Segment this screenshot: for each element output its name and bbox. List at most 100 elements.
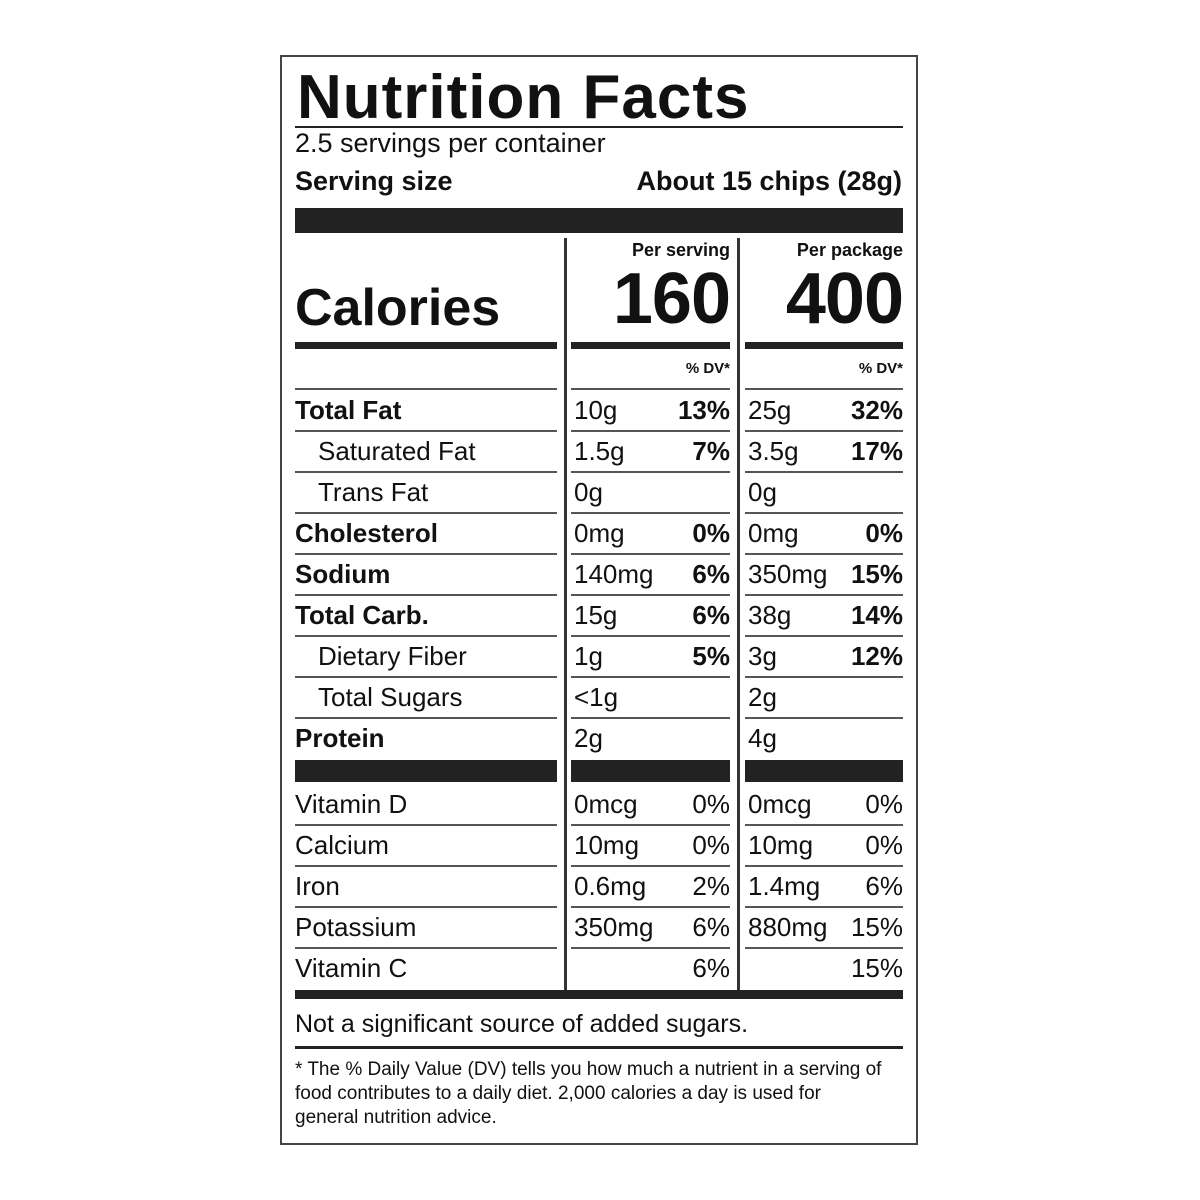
package-dv: 6% (865, 871, 903, 901)
per-package-header: Per package (796, 240, 903, 260)
row-divider (295, 865, 557, 867)
nutrient-label: Saturated Fat (318, 436, 476, 466)
row-divider (295, 594, 557, 596)
calories-rule (295, 342, 557, 349)
nutrient-label: Sodium (295, 559, 391, 589)
serving-dv: 0% (692, 518, 730, 548)
serving-dv: 6% (692, 953, 730, 983)
nutrition-label (280, 55, 918, 1145)
dv-header-package: % DV* (858, 360, 903, 377)
row-divider (571, 717, 730, 719)
serving-amount: 140mg (574, 559, 654, 589)
serving-dv: 13% (677, 395, 730, 425)
serving-amount: <1g (574, 682, 619, 712)
package-dv: 17% (850, 436, 903, 466)
nutrient-label: Trans Fat (318, 477, 429, 507)
package-amount: 4g (748, 723, 777, 753)
serving-amount: 10mg (574, 830, 640, 860)
nutrient-label: Cholesterol (295, 518, 439, 548)
serving-dv: 5% (692, 641, 730, 671)
row-divider (571, 947, 730, 949)
row-divider (571, 471, 730, 473)
package-dv: 15% (850, 559, 903, 589)
serving-amount: 1.5g (574, 436, 625, 466)
vitamin-label: Calcium (295, 830, 389, 860)
thick-bar (745, 760, 903, 782)
nutrient-label: Total Fat (295, 395, 402, 425)
row-divider (295, 553, 557, 555)
row-divider (745, 947, 903, 949)
row-divider (295, 824, 557, 826)
row-divider (745, 717, 903, 719)
dv-header-serving: % DV* (685, 360, 730, 377)
package-dv: 0% (865, 830, 903, 860)
column-divider (564, 238, 567, 990)
package-amount: 10mg (748, 830, 814, 860)
row-divider (295, 388, 557, 390)
row-divider (295, 635, 557, 637)
row-divider (571, 388, 730, 390)
row-divider (571, 676, 730, 678)
row-divider (745, 824, 903, 826)
row-divider (571, 553, 730, 555)
serving-dv: 0% (692, 830, 730, 860)
package-dv: 12% (850, 641, 903, 671)
nutrient-label: Total Sugars (318, 682, 463, 712)
serving-amount: 0g (574, 477, 603, 507)
serving-dv: 6% (692, 600, 730, 630)
row-divider (571, 824, 730, 826)
serving-amount: 0mcg (574, 789, 638, 819)
serving-amount: 0.6mg (574, 871, 647, 901)
nutrient-label: Dietary Fiber (318, 641, 467, 671)
package-amount: 880mg (748, 912, 828, 942)
row-divider (571, 865, 730, 867)
package-amount: 25g (748, 395, 792, 425)
row-divider (745, 906, 903, 908)
row-divider (571, 906, 730, 908)
package-dv: 0% (865, 518, 903, 548)
package-amount: 1.4mg (748, 871, 821, 901)
calories-per-serving: 160 (612, 259, 731, 339)
serving-amount: 15g (574, 600, 618, 630)
row-divider (571, 430, 730, 432)
serving-dv: 7% (692, 436, 730, 466)
calories-rule (745, 342, 903, 349)
serving-size-label: Serving size (295, 166, 453, 196)
row-divider (295, 676, 557, 678)
row-divider (295, 947, 557, 949)
serving-amount: 0mg (574, 518, 625, 548)
package-amount: 3g (748, 641, 777, 671)
calories-label: Calories (295, 279, 501, 337)
row-divider (745, 430, 903, 432)
serving-dv: 0% (692, 789, 730, 819)
added-sugars-note: Not a significant source of added sugars… (295, 1010, 749, 1038)
vitamin-label: Vitamin D (295, 789, 408, 819)
row-divider (745, 471, 903, 473)
row-divider (295, 430, 557, 432)
package-dv: 15% (850, 912, 903, 942)
row-divider (745, 553, 903, 555)
row-divider (295, 471, 557, 473)
column-divider (737, 238, 740, 990)
serving-dv: 6% (692, 912, 730, 942)
row-divider (295, 717, 557, 719)
package-dv: 14% (850, 600, 903, 630)
thick-bar (571, 760, 730, 782)
row-divider (745, 594, 903, 596)
row-divider (571, 635, 730, 637)
package-dv: 32% (850, 395, 903, 425)
thick-bar (295, 760, 557, 782)
row-divider (745, 512, 903, 514)
servings-per-container: 2.5 servings per container (295, 128, 606, 158)
vitamin-label: Iron (295, 871, 340, 901)
calories-rule (571, 342, 730, 349)
package-amount: 0mg (748, 518, 799, 548)
row-divider (295, 906, 557, 908)
package-amount: 2g (748, 682, 777, 712)
package-amount: 350mg (748, 559, 828, 589)
serving-amount: 10g (574, 395, 618, 425)
nutrient-label: Total Carb. (295, 600, 429, 630)
row-divider (745, 635, 903, 637)
package-amount: 0g (748, 477, 777, 507)
nutrient-label: Protein (295, 723, 385, 753)
